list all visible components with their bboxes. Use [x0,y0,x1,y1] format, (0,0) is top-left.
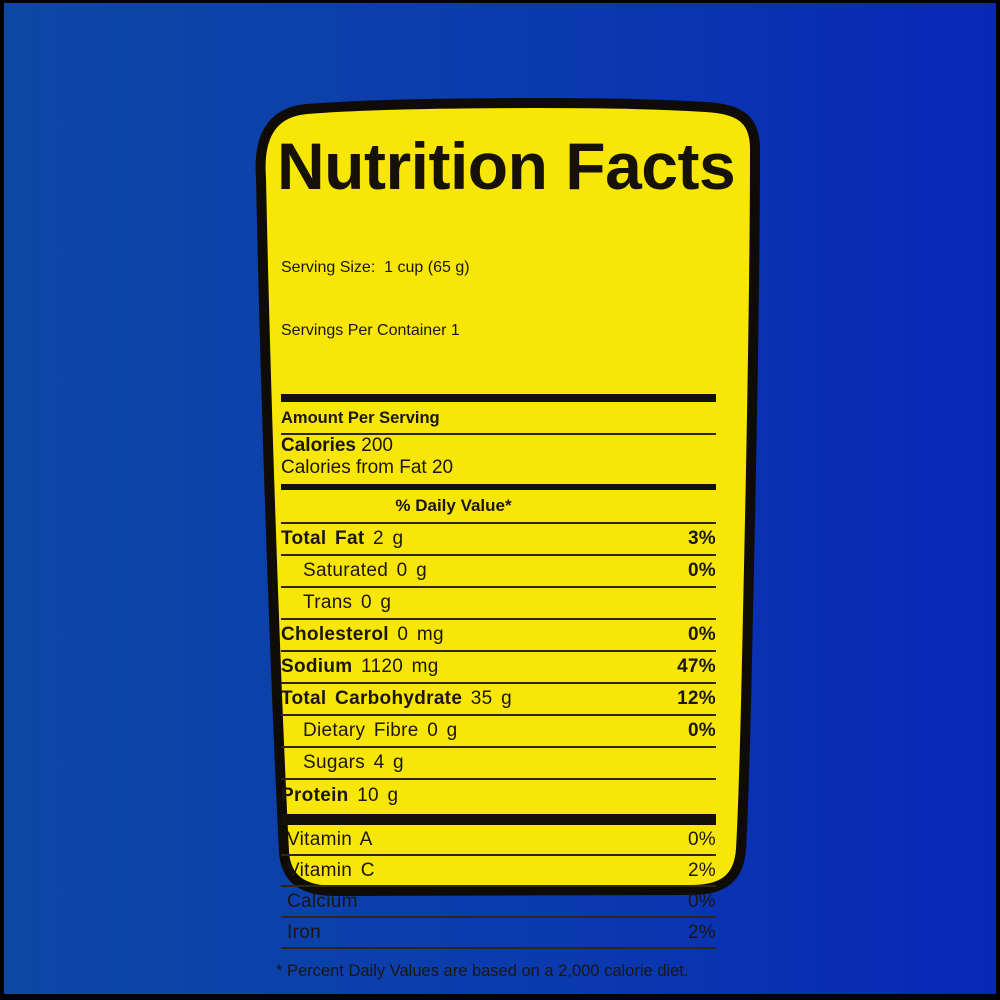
nutrient-amount: Sugars 4 g [303,752,404,773]
nutrient-amount: Saturated 0 g [303,560,427,581]
amount-per-serving-header: Amount Per Serving [281,408,716,435]
vitamin-row-calcium: Calcium 0% [281,887,716,918]
nutrient-row-trans: Trans 0 g [281,588,716,620]
nutrient-percent: 12% [677,688,716,709]
nutrient-amount: 2 g [364,528,404,549]
vitamin-name: Vitamin A [287,828,373,850]
nutrient-row-protein: Protein 10 g [281,780,716,812]
nutrient-amount: 0 mg [388,624,444,645]
calories-from-fat: Calories from Fat 20 [281,457,454,478]
nutrient-name: Protein [281,785,349,806]
nutrient-name: Total Carbohydrate [281,688,463,709]
nutrient-amount: Trans 0 g [303,592,392,613]
vitamin-percent: 0% [687,828,716,850]
divider-medium [281,484,716,490]
vitamin-row-iron: Iron 2% [281,918,716,949]
serving-info: Serving Size: 1 cup (65 g) Servings Per … [281,215,716,383]
daily-value-header: % Daily Value* [281,490,716,524]
nutrient-amount: 35 g [462,688,512,709]
servings-per-container: Servings Per Container 1 [281,322,460,339]
nutrient-name: Total Fat [281,528,365,549]
serving-size: Serving Size: 1 cup (65 g) [281,259,470,276]
vitamin-name: Vitamin C [287,859,375,881]
label-title: Nutrition Facts [277,129,736,203]
vitamin-row-vitamin-a: Vitamin A 0% [281,825,716,856]
nutrient-row-total-fat: Total Fat 2 g 3% [281,524,716,556]
nutrition-label-content: Nutrition Facts Serving Size: 1 cup (65 … [276,111,736,982]
calories-value: 200 [355,435,393,456]
nutrient-percent: 3% [687,528,716,549]
vitamin-percent: 2% [687,859,716,881]
nutrient-name: Sodium [281,656,353,677]
calories-line: Calories 200 [281,435,716,457]
vitamin-row-vitamin-c: Vitamin C 2% [281,856,716,887]
nutrient-name: Cholesterol [281,624,389,645]
nutrient-amount: 10 g [348,785,399,806]
divider-thick-bottom [281,814,716,825]
nutrient-percent: 0% [687,624,716,645]
vitamin-percent: 0% [687,890,716,912]
nutrient-row-cholesterol: Cholesterol 0 mg 0% [281,620,716,652]
nutrient-row-sugars: Sugars 4 g [281,748,716,780]
nutrient-row-saturated: Saturated 0 g 0% [281,556,716,588]
nutrition-label-sticker [255,98,760,896]
nutrient-row-sodium: Sodium 1120 mg 47% [281,652,716,684]
calories-label: Calories [281,435,356,456]
nutrient-percent: 0% [687,560,716,581]
nutrient-amount: 1120 mg [352,656,439,677]
divider-thick-top [281,394,716,402]
nutrient-row-total-carbohydrate: Total Carbohydrate 35 g 12% [281,684,716,716]
nutrient-row-dietary-fibre: Dietary Fibre 0 g 0% [281,716,716,748]
vitamin-name: Iron [287,921,321,943]
nutrient-amount: Dietary Fibre 0 g [303,720,458,741]
nutrient-percent: 0% [687,720,716,741]
sticker-outline [255,98,760,896]
daily-value-footnote: * Percent Daily Values are based on a 2,… [276,962,689,980]
nutrient-percent: 47% [677,656,716,677]
vitamin-percent: 2% [687,921,716,943]
vitamin-name: Calcium [287,890,358,912]
